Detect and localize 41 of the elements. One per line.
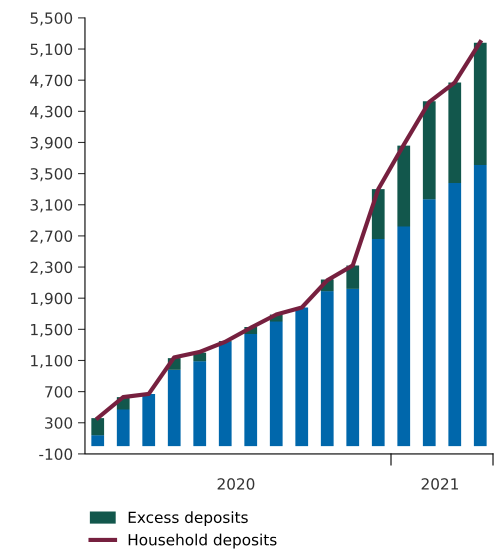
bar bbox=[295, 308, 308, 446]
y-tick-label: -100 bbox=[39, 448, 72, 460]
bar bbox=[218, 342, 232, 446]
bar bbox=[422, 101, 436, 200]
y-tick-label: 2,700 bbox=[30, 230, 72, 244]
bar bbox=[91, 435, 104, 446]
legend-label: Excess deposits bbox=[128, 511, 248, 526]
y-tick-label: 3,500 bbox=[30, 168, 72, 182]
bar bbox=[116, 410, 130, 446]
text: 2020 bbox=[218, 478, 254, 490]
y-tick-label: 3,100 bbox=[30, 199, 72, 212]
y-tick-label: 700 bbox=[45, 386, 72, 398]
text: 2021 bbox=[422, 478, 458, 490]
bar bbox=[168, 370, 181, 446]
line-series bbox=[96, 40, 482, 420]
legend-label: Household deposits bbox=[128, 534, 276, 548]
bar bbox=[397, 146, 410, 227]
y-tick-label: 1,100 bbox=[31, 354, 72, 368]
bar bbox=[397, 226, 410, 446]
bar bbox=[244, 334, 258, 446]
bar bbox=[422, 199, 436, 446]
bar bbox=[193, 361, 206, 446]
bar bbox=[474, 42, 487, 166]
y-tick-label: 2,300 bbox=[30, 262, 72, 275]
bar bbox=[474, 165, 487, 446]
bar bbox=[142, 394, 156, 446]
y-tick-label: 5,500 bbox=[30, 12, 72, 26]
bar bbox=[448, 82, 462, 183]
y-tick-label: 1,500 bbox=[31, 324, 72, 337]
y-tick-label: 1,900 bbox=[31, 292, 72, 306]
bar bbox=[448, 182, 462, 446]
y-tick-label: 3,900 bbox=[30, 136, 72, 150]
y-tick-label: 4,300 bbox=[30, 106, 72, 119]
bar bbox=[372, 239, 385, 446]
bar bbox=[91, 418, 104, 436]
y-tick-label: 5,100 bbox=[30, 44, 72, 57]
bar bbox=[320, 291, 334, 446]
bar bbox=[346, 288, 360, 446]
y-tick-label: 4,700 bbox=[30, 74, 72, 88]
y-tick-label: 300 bbox=[45, 417, 72, 429]
bar bbox=[270, 322, 283, 446]
